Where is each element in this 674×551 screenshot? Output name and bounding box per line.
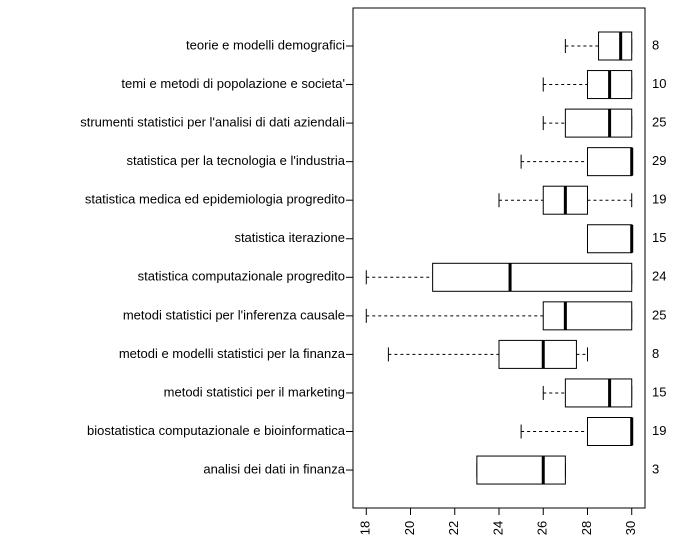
- y-tick-label: strumenti statistici per l'analisi di da…: [80, 115, 345, 130]
- y-tick-label: statistica per la tecnologia e l'industr…: [126, 153, 345, 168]
- x-tick-label: 18: [358, 521, 373, 535]
- box: [586, 147, 633, 177]
- count-label: 29: [652, 153, 666, 168]
- y-tick-label: statistica iterazione: [234, 230, 345, 245]
- count-label: 25: [652, 307, 666, 322]
- x-tick-label: 28: [579, 521, 594, 535]
- count-label: 8: [652, 37, 659, 52]
- box: [432, 262, 633, 292]
- y-tick-label: statistica medica ed epidemiologia progr…: [85, 192, 345, 207]
- count-label: 19: [652, 423, 666, 438]
- y-tick-label: biostatistica computazionale e bioinform…: [87, 423, 346, 438]
- box: [586, 224, 633, 254]
- y-tick-label: metodi e modelli statistici per la finan…: [119, 346, 346, 361]
- box: [498, 339, 577, 369]
- count-label: 24: [652, 269, 666, 284]
- x-tick-label: 20: [402, 521, 417, 535]
- count-label: 15: [652, 230, 666, 245]
- count-label: 15: [652, 384, 666, 399]
- y-tick-label: statistica computazionale progredito: [138, 269, 345, 284]
- count-label: 8: [652, 346, 659, 361]
- y-tick-label: analisi dei dati in finanza: [203, 461, 345, 476]
- count-label: 10: [652, 76, 666, 91]
- x-tick-label: 22: [446, 521, 461, 535]
- y-tick-label: teorie e modelli demografici: [186, 37, 345, 52]
- box: [542, 301, 633, 331]
- count-label: 19: [652, 192, 666, 207]
- box: [598, 31, 633, 61]
- x-tick-label: 30: [623, 521, 638, 535]
- box: [564, 378, 633, 408]
- count-label: 3: [652, 461, 659, 476]
- y-tick-label: metodi statistici per il marketing: [164, 384, 345, 399]
- count-label: 25: [652, 115, 666, 130]
- y-tick-label: metodi statistici per l'inferenza causal…: [123, 307, 345, 322]
- x-tick-label: 26: [535, 521, 550, 535]
- y-tick-label: temi e metodi di popolazione e societa': [121, 76, 345, 91]
- box: [564, 108, 633, 138]
- box: [586, 417, 633, 446]
- x-tick-label: 24: [490, 521, 505, 535]
- box: [476, 455, 566, 485]
